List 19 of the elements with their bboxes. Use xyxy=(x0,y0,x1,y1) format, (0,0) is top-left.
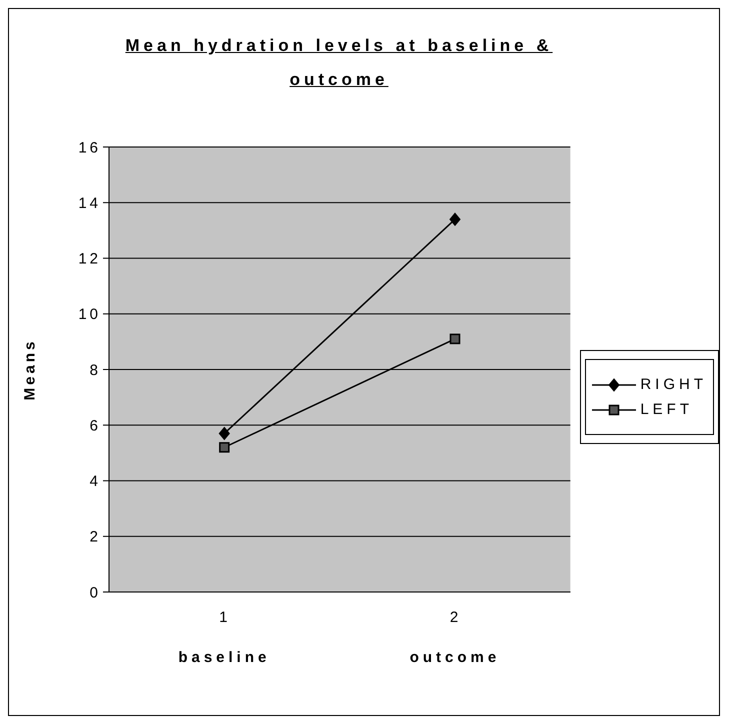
y-tick-label: 6 xyxy=(90,417,101,434)
y-tick-label: 10 xyxy=(78,306,101,324)
y-tick-label: 4 xyxy=(90,473,101,490)
y-tick-label: 0 xyxy=(90,584,101,602)
y-tick-label: 16 xyxy=(78,139,101,156)
category-label: 1 baseline xyxy=(178,609,270,666)
chart-title: Mean hydration levels at baseline & outcome xyxy=(124,35,554,91)
y-tick-label: 2 xyxy=(90,528,101,546)
legend-label: LEFT xyxy=(640,401,694,418)
y-tick-label: 8 xyxy=(90,362,101,379)
point xyxy=(218,426,230,440)
point xyxy=(450,334,460,344)
point xyxy=(449,212,460,226)
y-axis-title: Means xyxy=(21,338,38,400)
category-label: 2 outcome xyxy=(410,609,500,666)
y-tick-label: 12 xyxy=(78,250,101,268)
legend-label: RIGHT xyxy=(640,376,707,393)
point xyxy=(219,442,230,453)
y-tick-label: 14 xyxy=(78,194,101,212)
